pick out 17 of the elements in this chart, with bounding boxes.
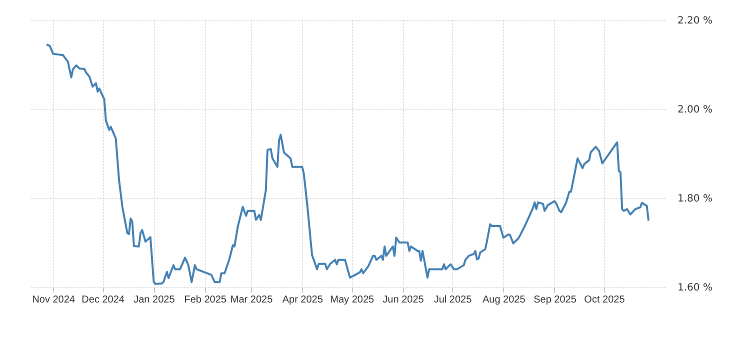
line-series xyxy=(45,43,650,285)
x-tick-label: Aug 2025 xyxy=(482,294,526,306)
x-tick-label: Mar 2025 xyxy=(230,294,274,306)
y-tick-label: 1.60 % xyxy=(678,282,712,294)
x-tick-label: Dec 2024 xyxy=(82,294,125,306)
x-tick-label: Jun 2025 xyxy=(382,294,424,306)
x-tick-label: Apr 2025 xyxy=(282,294,324,306)
y-tick-label: 2.00 % xyxy=(678,104,712,116)
x-tick-label: Feb 2025 xyxy=(184,294,227,306)
x-tick-label: Jan 2025 xyxy=(134,294,176,306)
x-tick-label: Oct 2025 xyxy=(584,294,626,306)
x-tick-label: Sep 2025 xyxy=(534,294,577,306)
y-tick-label: 1.80 % xyxy=(678,194,712,204)
x-tick-label: Jul 2025 xyxy=(434,294,472,306)
x-tick-label: Nov 2024 xyxy=(32,294,76,306)
y-tick-label: 2.20 % xyxy=(678,16,712,26)
x-tick-label: May 2025 xyxy=(330,294,375,306)
